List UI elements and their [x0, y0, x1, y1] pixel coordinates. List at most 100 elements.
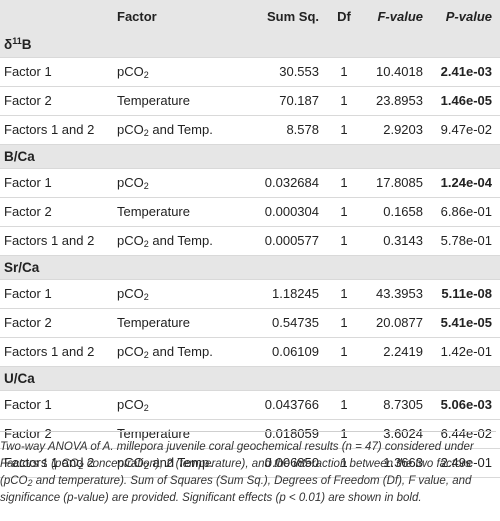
factor-tail: and Temp. — [148, 233, 213, 248]
df-cell: 1 — [340, 286, 348, 301]
section-title: B/Ca — [0, 144, 500, 168]
factor-tail: and Temp. — [148, 455, 213, 470]
table-row: Factor 1 pCO2 30.553 1 10.4018 2.41e-03 — [0, 57, 500, 86]
factor-tail: and Temp. — [148, 122, 213, 137]
factor-main: pCO — [117, 455, 144, 470]
factor-main: Temperature — [117, 426, 190, 441]
row-label: Factors 1 and 2 — [4, 455, 95, 470]
f-value-cell: 8.7305 — [383, 397, 423, 412]
f-value-cell: 0.1658 — [383, 204, 423, 219]
header-f-value: F-value — [361, 0, 431, 33]
caption-text-3: and temperature). Sum of Squares (Sum Sq… — [0, 475, 472, 504]
header-df: Df — [337, 9, 351, 24]
header-p-value-text: P-value — [445, 9, 492, 24]
section-title-main: B/Ca — [4, 148, 35, 164]
f-value-cell: 3.6024 — [383, 426, 423, 441]
sum-sq-cell: 0.06109 — [272, 344, 319, 359]
df-cell: 1 — [340, 93, 348, 108]
header-f-value-text: F-value — [377, 9, 423, 24]
table-row: Factors 1 and 2 pCO2 and Temp. 8.578 1 2.920… — [0, 115, 500, 144]
factor-sub: 2 — [143, 239, 149, 249]
df-cell: 1 — [340, 122, 348, 137]
table-row: Factors 1 and 2 pCO2 and Temp. 0.000577 1 0.… — [0, 226, 500, 255]
factor-cell: Temperature — [117, 197, 240, 226]
section-title-main: Sr/Ca — [4, 259, 40, 275]
row-label: Factors 1 and 2 — [4, 344, 95, 359]
section-title: δ11B — [0, 33, 500, 57]
factor-cell: pCO2 and Temp. — [117, 337, 240, 366]
df-cell: 1 — [340, 315, 348, 330]
p-value-cell: 9.47e-02 — [440, 122, 492, 137]
p-value-cell: 6.86e-01 — [440, 204, 492, 219]
factor-tail: and Temp. — [148, 344, 213, 359]
table-row: Factors 1 and 2 pCO2 and Temp. 0.06109 1 2.2… — [0, 337, 500, 366]
row-label: Factors 1 and 2 — [4, 122, 95, 137]
header-factor: Factor — [117, 9, 157, 24]
factor-main: pCO — [117, 175, 144, 190]
table-row: Factor 2 Temperature 0.000304 1 0.1658 6.86e-… — [0, 197, 500, 226]
factor-main: pCO — [117, 286, 144, 301]
factor-cell: pCO2 and Temp. — [117, 226, 240, 255]
table-body: δ11B Factor 1 pCO2 30.553 1 10.4018 2.41e-03 Fa… — [0, 33, 500, 477]
row-label: Factor 1 — [4, 175, 52, 190]
p-value-cell: 1.24e-04 — [440, 175, 492, 190]
factor-sub: 2 — [143, 461, 149, 471]
factor-cell: Temperature — [117, 419, 240, 448]
factor-main: pCO — [117, 397, 144, 412]
p-value-cell: 6.44e-02 — [440, 426, 492, 441]
factor-main: pCO — [117, 344, 144, 359]
sum-sq-cell: 1.18245 — [272, 286, 319, 301]
f-value-cell: 23.8953 — [376, 93, 423, 108]
factor-main: pCO — [117, 64, 144, 79]
f-value-cell: 0.3143 — [383, 233, 423, 248]
p-value-cell: 2.49e-01 — [440, 455, 492, 470]
section-title-prefix: δ — [4, 37, 13, 53]
factor-sub: 2 — [143, 350, 149, 360]
sum-sq-cell: 0.032684 — [264, 175, 319, 190]
factor-sub: 2 — [143, 292, 149, 302]
section-header-row: Sr/Ca — [0, 255, 500, 279]
factor-main: pCO — [117, 122, 144, 137]
df-cell: 1 — [340, 397, 348, 412]
factor-main: pCO — [117, 233, 144, 248]
sum-sq-cell: 0.006850 — [264, 455, 319, 470]
p-value-cell: 5.41e-05 — [440, 315, 492, 330]
factor-sub: 2 — [143, 403, 149, 413]
p-value-cell: 2.41e-03 — [440, 64, 492, 79]
table-row: Factor 1 pCO2 1.18245 1 43.3953 5.11e-08 — [0, 279, 500, 308]
df-cell: 1 — [340, 64, 348, 79]
factor-cell: pCO2 — [117, 168, 240, 197]
sum-sq-cell: 8.578 — [286, 122, 319, 137]
section-title: Sr/Ca — [0, 255, 500, 279]
section-title: U/Ca — [0, 366, 500, 390]
section-header-row: δ11B — [0, 33, 500, 57]
table-caption: Two-way ANOVA of A. millepora juvenile c… — [0, 431, 496, 507]
row-label: Factor 2 — [4, 426, 52, 441]
header-p-value: P-value — [431, 0, 500, 33]
sum-sq-cell: 0.043766 — [264, 397, 319, 412]
caption-text-1: Two-way ANOVA of A. millepora juvenile c… — [0, 441, 474, 470]
df-cell: 1 — [340, 426, 348, 441]
f-value-cell: 2.2419 — [383, 344, 423, 359]
factor-main: Temperature — [117, 204, 190, 219]
row-label: Factor 2 — [4, 204, 52, 219]
sum-sq-cell: 0.54735 — [272, 315, 319, 330]
section-title-main: B — [21, 37, 32, 53]
row-label: Factor 1 — [4, 397, 52, 412]
sum-sq-cell: 0.018059 — [264, 426, 319, 441]
row-label: Factor 1 — [4, 286, 52, 301]
df-cell: 1 — [340, 344, 348, 359]
p-value-cell: 1.42e-01 — [440, 344, 492, 359]
factor-cell: Temperature — [117, 308, 240, 337]
factor-main: Temperature — [117, 93, 190, 108]
df-cell: 1 — [340, 455, 348, 470]
p-value-cell: 1.46e-05 — [440, 93, 492, 108]
f-value-cell: 10.4018 — [376, 64, 423, 79]
section-title-main: U/Ca — [4, 370, 35, 386]
header-sum-sq: Sum Sq. — [266, 9, 319, 24]
p-value-cell: 5.78e-01 — [440, 233, 492, 248]
factor-cell: Temperature — [117, 86, 240, 115]
p-value-cell: 5.11e-08 — [441, 286, 492, 301]
df-cell: 1 — [340, 233, 348, 248]
